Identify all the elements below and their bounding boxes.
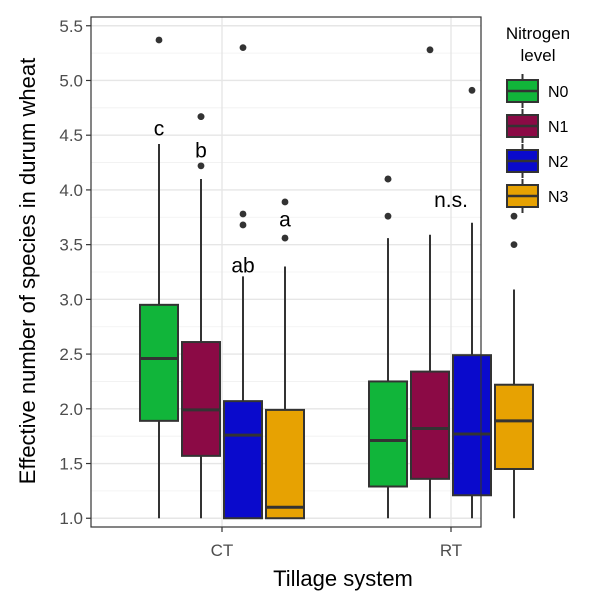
outlier-point — [281, 234, 289, 242]
y-tick-label: 3.5 — [59, 236, 83, 255]
y-tick-label: 2.5 — [59, 345, 83, 364]
box-body — [410, 370, 450, 480]
box-ct-n2 — [223, 44, 263, 520]
outlier-point — [239, 221, 247, 229]
outlier-point — [510, 212, 518, 220]
outlier-point — [384, 212, 392, 220]
legend-label: N0 — [548, 84, 569, 101]
box-body — [139, 303, 179, 422]
box-ct-n3 — [265, 198, 305, 520]
outlier-point — [155, 36, 163, 44]
box-body — [265, 408, 305, 520]
x-tick-label: CT — [211, 541, 234, 560]
significance-label: c — [154, 118, 165, 141]
outlier-point — [197, 113, 205, 120]
box-rt-n1 — [410, 46, 450, 519]
box-rt-n0 — [368, 175, 408, 519]
box-body — [181, 341, 221, 457]
legend-item-n3: N3 — [506, 179, 569, 213]
significance-label: n.s. — [434, 189, 468, 212]
legend-label: N1 — [548, 119, 569, 136]
legend-item-n1: N1 — [506, 109, 569, 143]
box-body — [368, 380, 408, 488]
outlier-point — [281, 198, 289, 206]
y-tick-label: 4.5 — [59, 126, 83, 145]
boxes-layer — [139, 36, 534, 520]
x-tick-label: RT — [440, 541, 462, 560]
significance-label: a — [279, 208, 291, 231]
y-tick-label: 4.0 — [59, 181, 83, 200]
box-body — [494, 383, 534, 470]
plot-panel-border — [90, 16, 482, 528]
outlier-point — [468, 86, 476, 94]
y-tick-label: 5.0 — [59, 71, 83, 90]
legend-title-line1: Nitrogen — [506, 24, 570, 43]
legend-label: N3 — [548, 189, 569, 206]
y-tick-label: 2.0 — [59, 400, 83, 419]
significance-label: b — [195, 140, 207, 163]
significance-label: ab — [231, 254, 254, 277]
outlier-point — [239, 44, 247, 52]
legend: Nitrogen level N0 N1 N2 N3 — [506, 24, 570, 213]
box-rt-n2 — [452, 86, 492, 519]
axes-layer: 1.0 1.5 2.0 2.5 3.0 3.5 4.0 4.5 5.0 5.5 CT RT — [59, 17, 462, 560]
outlier-point — [426, 46, 434, 54]
outlier-point — [510, 241, 518, 249]
y-tick-label: 5.5 — [59, 17, 83, 36]
box-ct-n0 — [139, 36, 179, 519]
y-tick-label: 3.0 — [59, 290, 83, 309]
legend-item-n2: N2 — [506, 144, 569, 178]
outlier-point — [239, 210, 247, 218]
box-body — [223, 400, 263, 520]
x-axis-title: Tillage system — [273, 566, 413, 591]
legend-label: N2 — [548, 154, 569, 171]
y-axis-title: Effective number of species in durum whe… — [15, 58, 40, 484]
y-tick-label: 1.5 — [59, 455, 83, 474]
box-ct-n1 — [181, 113, 221, 519]
y-tick-label: 1.0 — [59, 509, 83, 528]
box-rt-n3 — [494, 212, 534, 519]
legend-title-line2: level — [521, 46, 556, 65]
annotations-layer: c b ab a n.s. — [154, 118, 468, 278]
legend-item-n0: N0 — [506, 74, 569, 108]
outlier-point — [197, 162, 205, 170]
box-body — [452, 354, 492, 497]
outlier-point — [384, 175, 392, 183]
